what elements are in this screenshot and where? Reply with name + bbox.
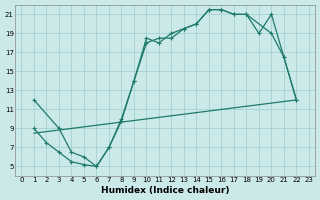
X-axis label: Humidex (Indice chaleur): Humidex (Indice chaleur): [101, 186, 229, 195]
